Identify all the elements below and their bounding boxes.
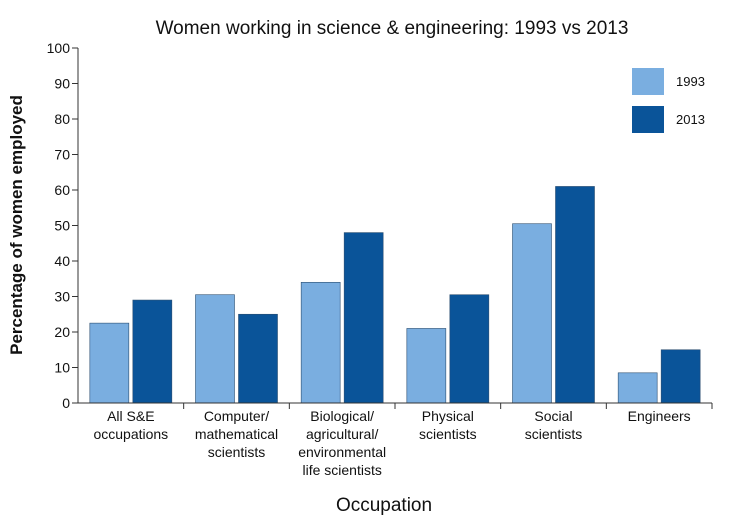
legend-label-1993: 1993 xyxy=(676,74,705,89)
y-tick-label: 50 xyxy=(54,218,70,234)
legend-swatch-2013 xyxy=(632,106,664,133)
x-axis-label: Occupation xyxy=(336,495,432,516)
y-tick-label: 30 xyxy=(54,289,70,305)
bar-1993 xyxy=(300,281,341,404)
bar-2013 xyxy=(343,232,384,404)
y-axis-label: Percentage of women employed xyxy=(7,95,26,355)
bar-2013 xyxy=(660,349,701,404)
y-tick-label: 70 xyxy=(54,147,70,163)
y-tick-label: 60 xyxy=(54,182,70,198)
x-tick-label: All S&E occupations xyxy=(93,408,168,442)
bar-2013 xyxy=(555,186,595,404)
y-tick-label: 40 xyxy=(54,253,70,269)
y-axis-ticks: 0 10 20 30 40 50 60 70 80 90 100 xyxy=(47,40,78,411)
x-tick-label: Engineers xyxy=(628,408,691,424)
bar-2013 xyxy=(449,294,490,404)
x-tick-label: Social scientists xyxy=(525,408,583,442)
y-tick-label: 100 xyxy=(47,40,71,56)
y-tick-label: 90 xyxy=(54,76,70,92)
bar-1993 xyxy=(617,372,658,404)
y-tick-label: 80 xyxy=(54,111,70,127)
x-tick-label: Computer/mathematical scientists xyxy=(195,408,278,460)
chart-title: Women working in science & engineering: … xyxy=(156,18,629,39)
bar-1993 xyxy=(195,294,235,404)
legend: 1993 2013 xyxy=(632,68,705,133)
bars xyxy=(89,186,701,404)
x-tick-label: Physical scientists xyxy=(419,408,477,442)
legend-label-2013: 2013 xyxy=(676,112,705,127)
y-tick-label: 20 xyxy=(54,324,70,340)
bar-1993 xyxy=(89,322,130,404)
bar-2013 xyxy=(132,299,173,404)
bar-1993 xyxy=(406,328,447,404)
x-tick-label: Biological/agricultural/environmental lif… xyxy=(298,408,386,478)
bar-1993 xyxy=(512,223,552,404)
y-tick-label: 10 xyxy=(54,360,70,376)
legend-swatch-1993 xyxy=(632,68,664,95)
x-axis-tick-labels: All S&E occupations Computer/mathematical s… xyxy=(93,403,713,478)
y-tick-label: 0 xyxy=(62,395,70,411)
bar-2013 xyxy=(238,313,278,404)
